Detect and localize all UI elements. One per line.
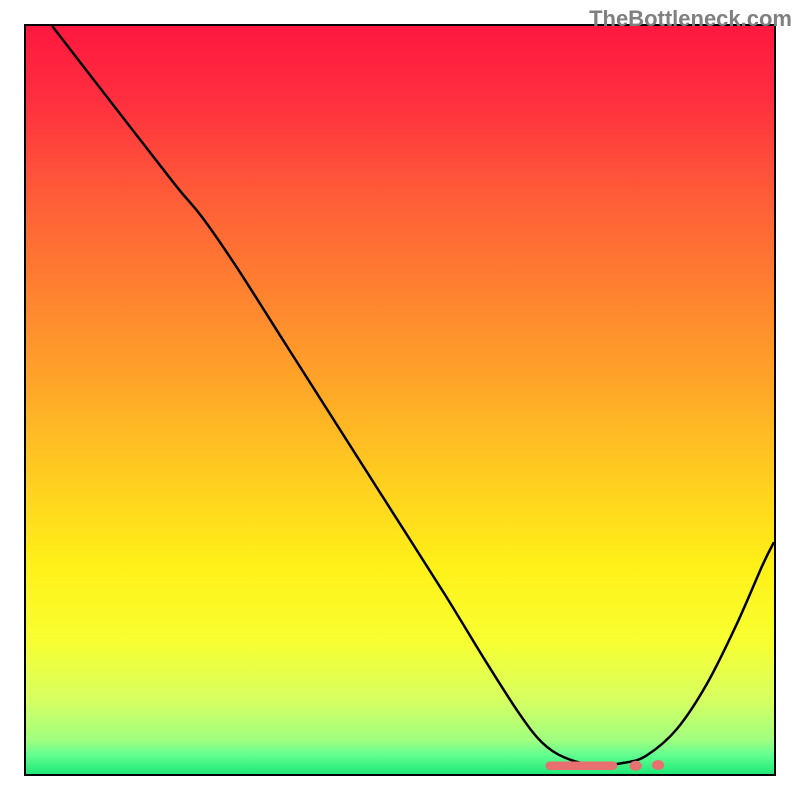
- bottleneck-curve: [52, 26, 774, 765]
- watermark-text: TheBottleneck.com: [589, 6, 792, 32]
- curve-layer: [26, 26, 774, 774]
- bottom-markers: [546, 761, 664, 771]
- plot-area: [24, 24, 776, 776]
- chart-container: TheBottleneck.com: [0, 0, 800, 800]
